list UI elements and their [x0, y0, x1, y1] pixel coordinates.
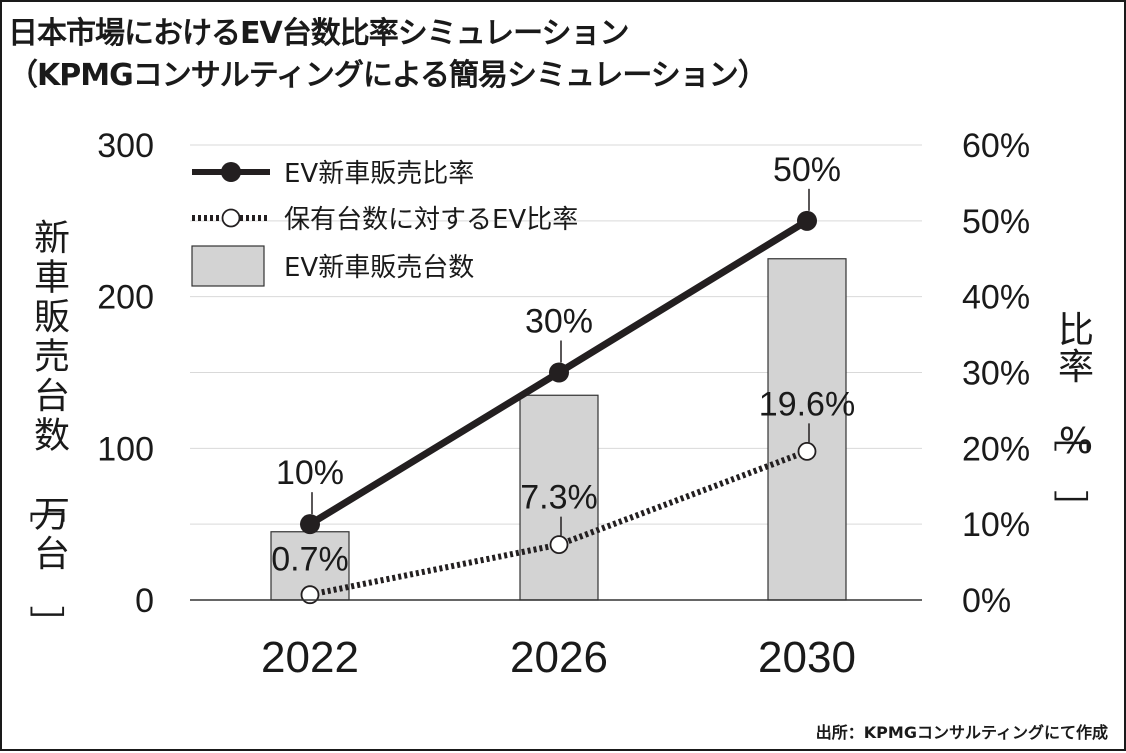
- left-tick-label: 0: [135, 582, 154, 620]
- data-label-fleet-share-2026: 7.3%: [520, 479, 598, 517]
- legend-swatch-ev-sales: [191, 245, 265, 287]
- data-label-fleet-share-2030: 19.6%: [759, 385, 855, 423]
- point-fleet-share-2030: [797, 441, 817, 461]
- legend-label-ev-sales: EV新車販売台数: [284, 253, 474, 283]
- point-sales-share-2022: [300, 514, 320, 535]
- source-note: 出所：KPMGコンサルティングにて作成: [815, 723, 1108, 742]
- line-layer: [300, 210, 817, 605]
- right-tick-label: 60%: [962, 127, 1030, 165]
- bar-ev-sales-2030: [767, 258, 847, 601]
- data-label-sales-share-2026: 30%: [525, 303, 593, 341]
- chart-subtitle: （KPMGコンサルティングによる簡易シミュレーション）: [8, 58, 768, 93]
- point-fleet-share-2022: [300, 585, 320, 605]
- label-layer: 10% 30% 50% 0.7% 7.3% 19.6%: [271, 151, 855, 579]
- right-axis-label: 比率［%］: [1049, 310, 1094, 526]
- right-tick-label: 20%: [962, 430, 1030, 468]
- legend-label-fleet-share: 保有台数に対するEV比率: [284, 205, 578, 235]
- data-label-fleet-share-2022: 0.7%: [271, 541, 349, 579]
- right-tick-label: 40%: [962, 279, 1030, 317]
- x-tick-label-2030: 2030: [758, 633, 856, 682]
- chart-title: 日本市場におけるEV台数比率シミュレーション: [8, 16, 630, 51]
- x-tick-label-2022: 2022: [261, 633, 359, 682]
- bar-ev-sales-2026: [519, 394, 599, 601]
- legend-marker-fleet-share: [221, 208, 241, 228]
- left-axis-label: 新車販売台数［万台］: [25, 218, 70, 642]
- left-tick-label: 100: [97, 430, 154, 468]
- axis-layer: 0 100 200 300 0% 10% 20% 30% 40% 50% 60% 2022 2026 20…: [25, 127, 1094, 682]
- legend-label-sales-share: EV新車販売比率: [284, 159, 474, 189]
- point-sales-share-2030: [797, 210, 817, 231]
- legend-marker-sales-share: [221, 162, 241, 182]
- data-label-sales-share-2022: 10%: [276, 454, 344, 492]
- x-tick-label-2026: 2026: [510, 633, 608, 682]
- left-tick-label: 200: [97, 279, 154, 317]
- right-tick-label: 0%: [962, 582, 1011, 620]
- data-label-sales-share-2030: 50%: [773, 151, 841, 189]
- left-tick-label: 300: [97, 127, 154, 165]
- right-tick-label: 10%: [962, 506, 1030, 544]
- right-tick-label: 30%: [962, 355, 1030, 393]
- point-fleet-share-2026: [549, 535, 569, 555]
- point-sales-share-2026: [549, 362, 569, 383]
- right-tick-label: 50%: [962, 203, 1030, 241]
